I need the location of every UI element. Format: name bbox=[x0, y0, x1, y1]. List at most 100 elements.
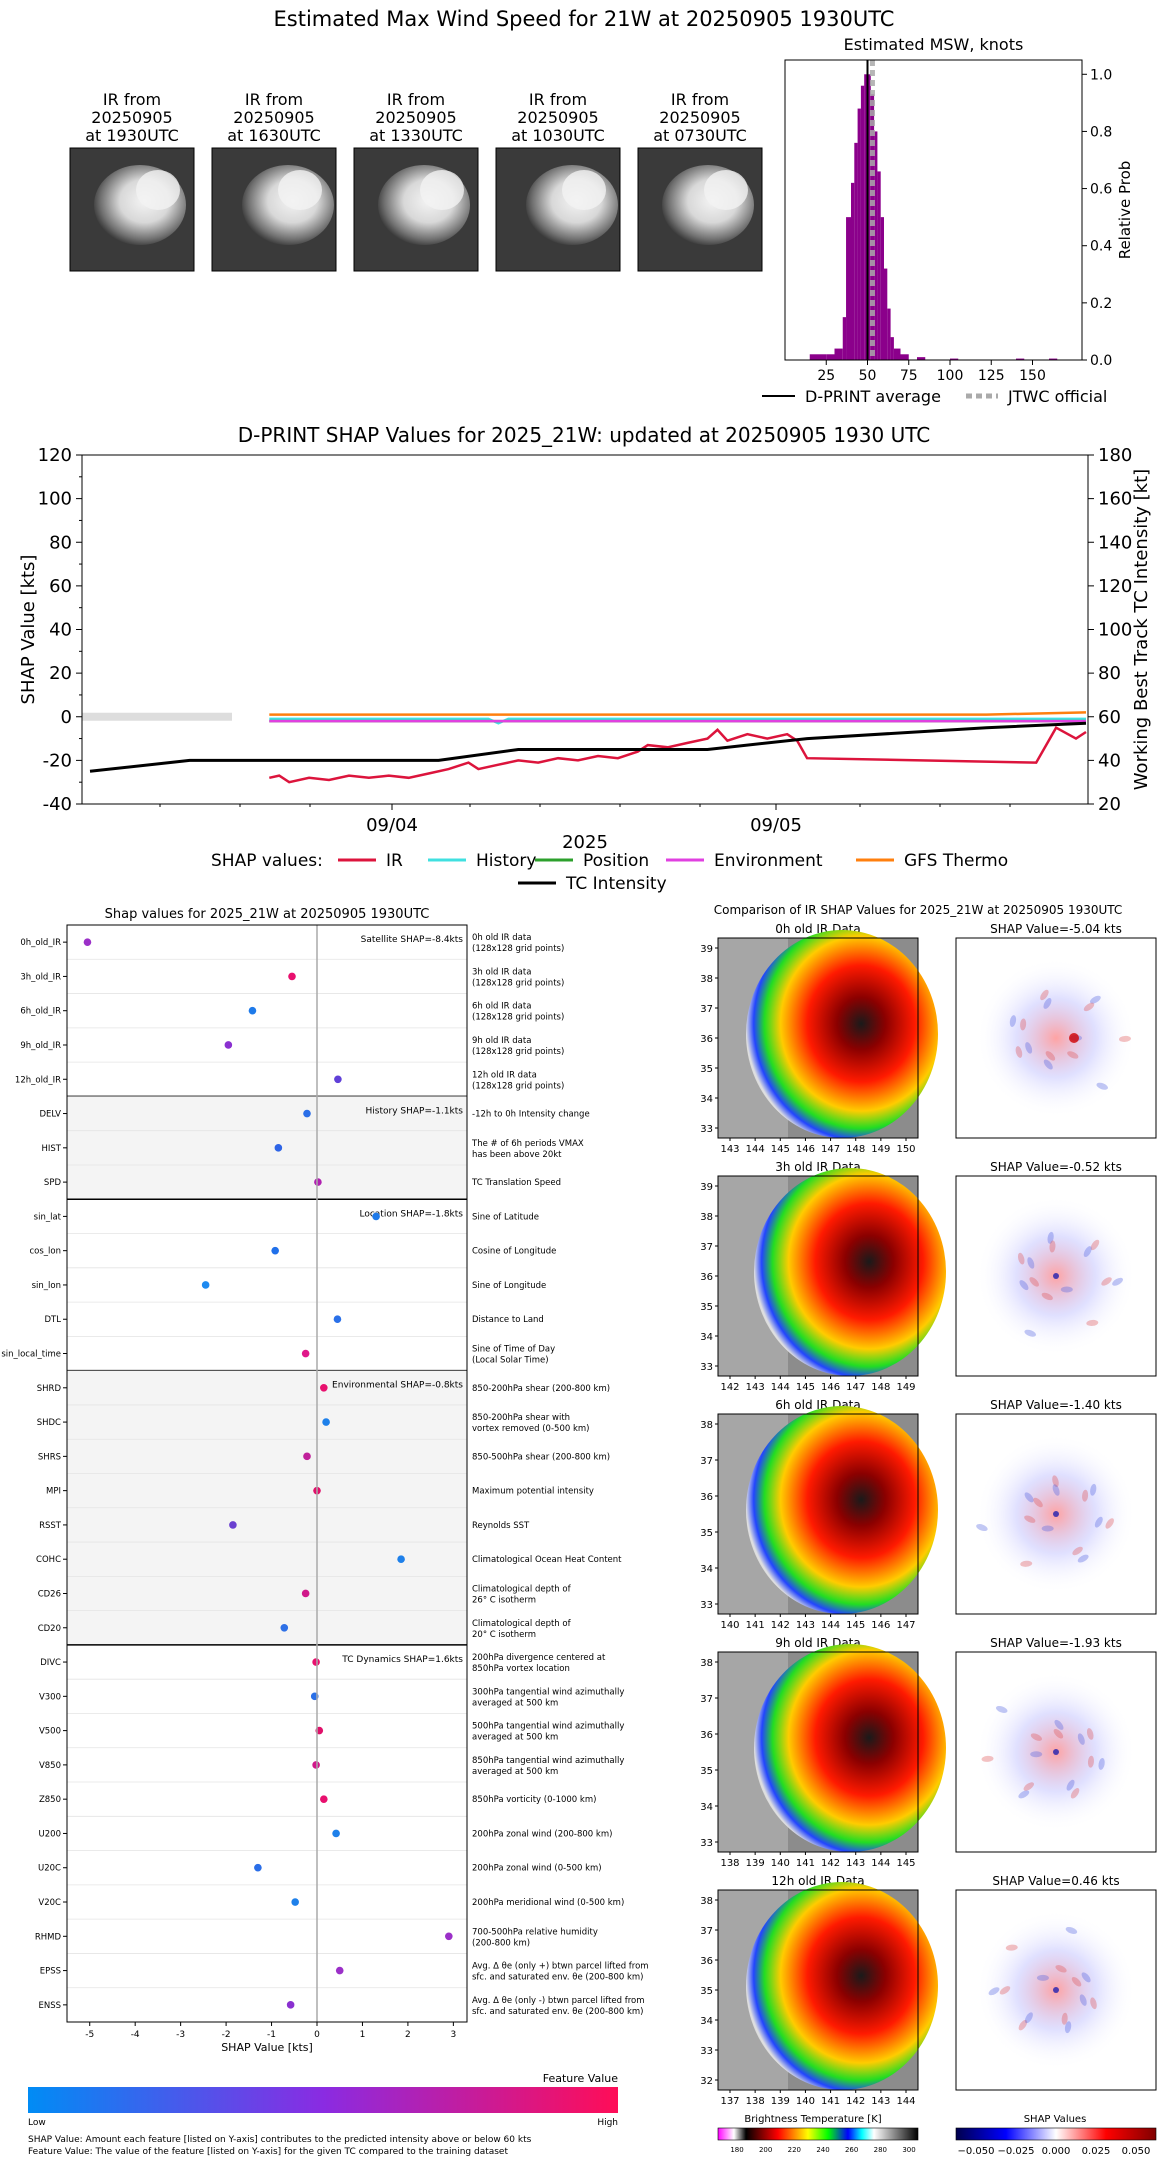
ir-panel-storm bbox=[754, 1168, 946, 1376]
feat-desc: Sine of Time of Day bbox=[472, 1345, 555, 1355]
shap-panel-core bbox=[1069, 1033, 1079, 1043]
ir-ytick-label: 33 bbox=[700, 1124, 713, 1135]
feat-desc: 850-500hPa shear (200-800 km) bbox=[472, 1452, 610, 1462]
ir-xtick-label: 148 bbox=[846, 1144, 865, 1155]
feat-desc: Avg. Δ θe (only -) btwn parcel lifted fr… bbox=[472, 1996, 645, 2006]
feat-name: SPD bbox=[44, 1178, 62, 1188]
feat-name: 12h_old_IR bbox=[15, 1075, 61, 1085]
shap-panel-blob bbox=[1052, 1475, 1059, 1488]
ir-xtick-label: 144 bbox=[871, 1858, 890, 1869]
feat-name: CD20 bbox=[38, 1624, 61, 1634]
ir-ytick-label: 36 bbox=[700, 1034, 713, 1045]
ir-ytick-label: 33 bbox=[700, 1600, 713, 1611]
ts-y2tick-label: 80 bbox=[1098, 663, 1121, 684]
ts-ytick-label: -40 bbox=[43, 794, 72, 815]
hist-ytick-label: 0.6 bbox=[1090, 182, 1112, 198]
feat-point bbox=[201, 1281, 210, 1289]
feat-frame bbox=[66, 924, 468, 2023]
feat-point bbox=[332, 1829, 340, 1838]
feat-name: ENSS bbox=[38, 2001, 61, 2011]
shap-panel-blob bbox=[1017, 1252, 1025, 1265]
hist-xtick-label: 100 bbox=[937, 368, 964, 384]
feat-point bbox=[224, 1041, 233, 1049]
ir-xtick-label: 141 bbox=[746, 1620, 765, 1631]
ts-ytick-label: 40 bbox=[49, 620, 72, 641]
shap-panel-blob bbox=[1064, 2021, 1072, 2034]
legend-dprint-label: D-PRINT average bbox=[805, 387, 941, 406]
shap-panel-frame bbox=[955, 937, 1157, 1139]
feat-group-label: TC Dynamics SHAP=1.6kts bbox=[341, 1655, 463, 1665]
shap-panel-blob bbox=[1077, 1733, 1085, 1745]
shap-panel-blob bbox=[1094, 1516, 1103, 1528]
ir-ytick-label: 38 bbox=[700, 1212, 713, 1223]
feat-name: V500 bbox=[39, 1727, 61, 1737]
ts-y2tick-label: 20 bbox=[1098, 794, 1121, 815]
feature-colorbar-title: Feature Value bbox=[543, 2072, 619, 2085]
page-title: Estimated Max Wind Speed for 21W at 2025… bbox=[274, 7, 895, 31]
hist-bar bbox=[818, 354, 827, 360]
hist-xtick-label: 25 bbox=[817, 368, 835, 384]
ir-panel-storm bbox=[746, 1882, 938, 2090]
ts-series-tc-intensity bbox=[89, 721, 1087, 773]
feat-point bbox=[334, 1075, 342, 1084]
ts-ylabel: SHAP Value [kts] bbox=[18, 555, 39, 705]
shap-panel-blob bbox=[1070, 1788, 1080, 1799]
shap-panel-blob bbox=[1054, 1719, 1064, 1730]
shap-panel-blob bbox=[988, 1987, 1000, 1996]
feat-desc: Distance to Land bbox=[472, 1315, 544, 1325]
ir-xtick-label: 145 bbox=[796, 1382, 815, 1393]
feat-desc: vortex removed (0-500 km) bbox=[472, 1424, 589, 1434]
ts-y2tick-label: 140 bbox=[1098, 532, 1132, 553]
feat-title: Shap values for 2025_21W at 20250905 193… bbox=[105, 907, 430, 922]
shap-timeseries: D-PRINT SHAP Values for 2025_21W: update… bbox=[18, 423, 1152, 894]
shap-colorbar-tick-label: 0.050 bbox=[1122, 2146, 1151, 2157]
shap-panel-blob bbox=[1024, 1515, 1036, 1523]
shap-panel-blob bbox=[1082, 1489, 1089, 1502]
ir-xtick-label: 139 bbox=[771, 2096, 790, 2107]
feat-desc: (Local Solar Time) bbox=[472, 1356, 549, 1366]
hist-bar bbox=[851, 182, 855, 360]
thumb-title-line1: IR from bbox=[529, 90, 587, 109]
ts-y2tick-label: 100 bbox=[1098, 620, 1132, 641]
feat-point bbox=[286, 2001, 295, 2009]
shap-panel-title: SHAP Value=-5.04 kts bbox=[990, 922, 1122, 936]
ts-title: D-PRINT SHAP Values for 2025_21W: update… bbox=[238, 423, 930, 447]
feat-name: sin_lat bbox=[34, 1212, 62, 1222]
feat-name: SHDC bbox=[37, 1418, 61, 1428]
ir-ytick-label: 38 bbox=[700, 1896, 713, 1907]
shap-colorbar-tick-label: −0.025 bbox=[997, 2146, 1034, 2157]
ts-legend-prefix: SHAP values: bbox=[211, 851, 323, 871]
shap-panel-blob bbox=[1119, 1035, 1131, 1042]
thumb-title-line1: IR from bbox=[671, 90, 729, 109]
shap-panel-blob bbox=[1089, 995, 1101, 1004]
feat-point bbox=[314, 1178, 322, 1186]
feat-desc: 300hPa tangential wind azimuthally bbox=[472, 1687, 624, 1697]
hist-frame bbox=[784, 59, 1083, 361]
shap-panel-blob bbox=[1018, 2019, 1028, 2031]
shap-panel-core bbox=[1053, 1511, 1059, 1517]
ir-xtick-label: 137 bbox=[720, 2096, 739, 2107]
msw-histogram: Estimated MSW, knots 25 50 75 100 125 150 0.0 0.… bbox=[762, 35, 1134, 406]
feat-name: CD26 bbox=[38, 1589, 61, 1599]
ts-legend-label: Environment bbox=[714, 851, 823, 871]
feat-point bbox=[322, 1418, 330, 1426]
shap-feature-chart: Shap values for 2025_21W at 20250905 193… bbox=[1, 907, 648, 2054]
shap-panel-blob bbox=[1098, 1758, 1105, 1770]
shap-panel-blob bbox=[1083, 1002, 1095, 1012]
ir-ytick-label: 38 bbox=[700, 1658, 713, 1669]
shap-panel-blob bbox=[1052, 1484, 1060, 1496]
shap-colorbar-label: SHAP Values bbox=[1024, 2114, 1087, 2125]
thumb-frame bbox=[69, 147, 195, 272]
feat-name: U20C bbox=[38, 1864, 61, 1874]
shap-panel-blob bbox=[976, 1524, 988, 1532]
ir-xtick-label: 144 bbox=[746, 1144, 765, 1155]
hist-bar bbox=[917, 357, 926, 360]
shap-colorbar-ticks: −0.050 −0.025 0.000 0.025 0.050 bbox=[957, 2146, 1150, 2157]
shap-panel-frame bbox=[955, 1175, 1157, 1377]
feat-desc: 850hPa vorticity (0-1000 km) bbox=[472, 1795, 596, 1805]
feat-desc: 12h old IR data bbox=[472, 1070, 537, 1080]
hist-bar bbox=[870, 94, 875, 361]
feat-name: DTL bbox=[45, 1315, 62, 1325]
shap-panel-blob bbox=[1043, 998, 1052, 1009]
ir-ytick-label: 37 bbox=[700, 1456, 713, 1467]
